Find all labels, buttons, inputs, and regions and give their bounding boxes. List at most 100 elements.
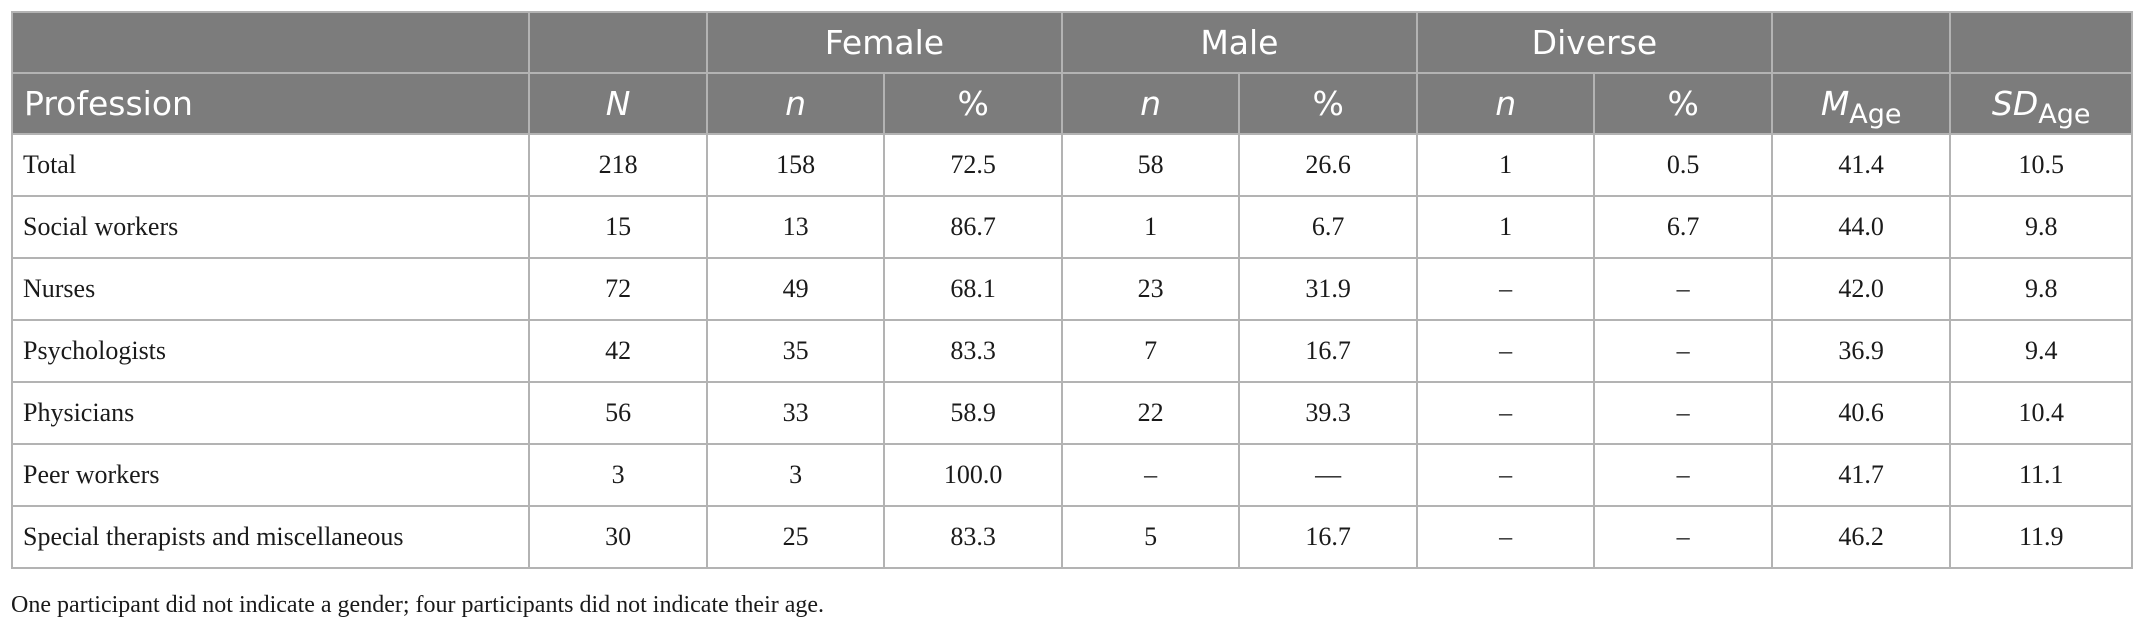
diverse-n-cell: –	[1415, 443, 1596, 507]
demographics-table: Female Male Diverse Profession N n % n %…	[10, 11, 2133, 569]
mean-age-cell: 36.9	[1770, 319, 1952, 383]
diverse-n-cell: 1	[1415, 133, 1596, 197]
profession-cell: Total	[10, 133, 531, 197]
female-percent-cell: 83.3	[883, 319, 1063, 383]
diverse-n-cell: –	[1415, 257, 1596, 321]
female-percent-cell: 58.9	[883, 381, 1063, 445]
female-n-symbol: n	[785, 84, 807, 123]
female-percent-cell: 100.0	[883, 443, 1063, 507]
table-body: Total 218 158 72.5 58 26.6 1 0.5 41.4 10…	[10, 133, 2133, 569]
sd-age-cell: 11.9	[1949, 505, 2133, 569]
diverse-percent-cell: –	[1593, 381, 1773, 445]
total-n-cell: 42	[528, 319, 708, 383]
male-percent-cell: 6.7	[1238, 195, 1418, 259]
diverse-n-symbol: n	[1495, 84, 1517, 123]
female-percent-cell: 72.5	[883, 133, 1063, 197]
profession-cell: Nurses	[10, 257, 531, 321]
table-footnote: One participant did not indicate a gende…	[11, 592, 825, 618]
male-n-cell: –	[1060, 443, 1241, 507]
female-n-cell: 25	[705, 505, 886, 569]
male-n-cell: 7	[1060, 319, 1241, 383]
diverse-percent-cell: 0.5	[1593, 133, 1773, 197]
diverse-percent-cell: –	[1593, 443, 1773, 507]
male-n-cell: 58	[1060, 133, 1241, 197]
sd-age-cell: 9.8	[1949, 257, 2133, 321]
total-n-header: N	[528, 72, 708, 135]
diverse-percent-cell: –	[1593, 505, 1773, 569]
male-percent-cell: 39.3	[1238, 381, 1418, 445]
sd-age-cell: 10.5	[1949, 133, 2133, 197]
total-n-cell: 15	[528, 195, 708, 259]
sd-age-cell: 9.8	[1949, 195, 2133, 259]
mean-age-symbol: M	[1820, 84, 1850, 123]
table-row: Nurses 72 49 68.1 23 31.9 – – 42.0 9.8	[10, 257, 2133, 321]
diverse-percent-cell: 6.7	[1593, 195, 1773, 259]
female-n-cell: 3	[705, 443, 886, 507]
female-n-cell: 158	[705, 133, 886, 197]
profession-cell: Peer workers	[10, 443, 531, 507]
sd-age-cell: 9.4	[1949, 319, 2133, 383]
sd-age-cell: 10.4	[1949, 381, 2133, 445]
diverse-group-header: Diverse	[1415, 11, 1773, 74]
column-header-row: Profession N n % n % n % MAge SDAge	[10, 72, 2133, 135]
diverse-percent-cell: –	[1593, 319, 1773, 383]
blank-header-cell	[1949, 11, 2133, 74]
female-n-header: n	[705, 72, 886, 135]
sd-age-symbol: SD	[1991, 84, 2039, 123]
female-percent-cell: 86.7	[883, 195, 1063, 259]
table-row: Social workers 15 13 86.7 1 6.7 1 6.7 44…	[10, 195, 2133, 259]
diverse-n-header: n	[1415, 72, 1596, 135]
sd-age-cell: 11.1	[1949, 443, 2133, 507]
male-n-symbol: n	[1140, 84, 1162, 123]
mean-age-cell: 42.0	[1770, 257, 1952, 321]
sd-age-header: SDAge	[1949, 72, 2133, 135]
diverse-n-cell: –	[1415, 505, 1596, 569]
total-n-symbol: N	[605, 84, 631, 123]
male-percent-cell: 16.7	[1238, 319, 1418, 383]
mean-age-cell: 44.0	[1770, 195, 1952, 259]
female-percent-cell: 68.1	[883, 257, 1063, 321]
blank-header-cell	[1770, 11, 1952, 74]
mean-age-cell: 41.7	[1770, 443, 1952, 507]
profession-cell: Special therapists and miscellaneous	[10, 505, 531, 569]
female-n-cell: 35	[705, 319, 886, 383]
profession-cell: Physicians	[10, 381, 531, 445]
total-n-cell: 3	[528, 443, 708, 507]
male-n-cell: 23	[1060, 257, 1241, 321]
mean-age-header: MAge	[1770, 72, 1952, 135]
female-n-cell: 13	[705, 195, 886, 259]
male-percent-header: %	[1238, 72, 1418, 135]
total-n-cell: 30	[528, 505, 708, 569]
table-row: Total 218 158 72.5 58 26.6 1 0.5 41.4 10…	[10, 133, 2133, 197]
group-header-row: Female Male Diverse	[10, 11, 2133, 74]
diverse-percent-header: %	[1593, 72, 1773, 135]
male-percent-cell: 26.6	[1238, 133, 1418, 197]
table-row: Physicians 56 33 58.9 22 39.3 – – 40.6 1…	[10, 381, 2133, 445]
male-n-cell: 5	[1060, 505, 1241, 569]
mean-age-subscript: Age	[1849, 99, 1902, 130]
diverse-n-cell: 1	[1415, 195, 1596, 259]
male-n-cell: 1	[1060, 195, 1241, 259]
male-percent-cell: 16.7	[1238, 505, 1418, 569]
table-row: Peer workers 3 3 100.0 – — – – 41.7 11.1	[10, 443, 2133, 507]
male-n-header: n	[1060, 72, 1241, 135]
blank-header-cell	[528, 11, 708, 74]
profession-cell: Psychologists	[10, 319, 531, 383]
profession-cell: Social workers	[10, 195, 531, 259]
total-n-cell: 56	[528, 381, 708, 445]
male-percent-cell: 31.9	[1238, 257, 1418, 321]
table-row: Special therapists and miscellaneous 30 …	[10, 505, 2133, 569]
mean-age-cell: 40.6	[1770, 381, 1952, 445]
total-n-cell: 218	[528, 133, 708, 197]
male-n-cell: 22	[1060, 381, 1241, 445]
table-row: Psychologists 42 35 83.3 7 16.7 – – 36.9…	[10, 319, 2133, 383]
mean-age-cell: 41.4	[1770, 133, 1952, 197]
mean-age-cell: 46.2	[1770, 505, 1952, 569]
female-group-header: Female	[705, 11, 1063, 74]
diverse-n-cell: –	[1415, 319, 1596, 383]
diverse-percent-cell: –	[1593, 257, 1773, 321]
diverse-n-cell: –	[1415, 381, 1596, 445]
male-group-header: Male	[1060, 11, 1418, 74]
female-percent-cell: 83.3	[883, 505, 1063, 569]
male-percent-cell: —	[1238, 443, 1418, 507]
